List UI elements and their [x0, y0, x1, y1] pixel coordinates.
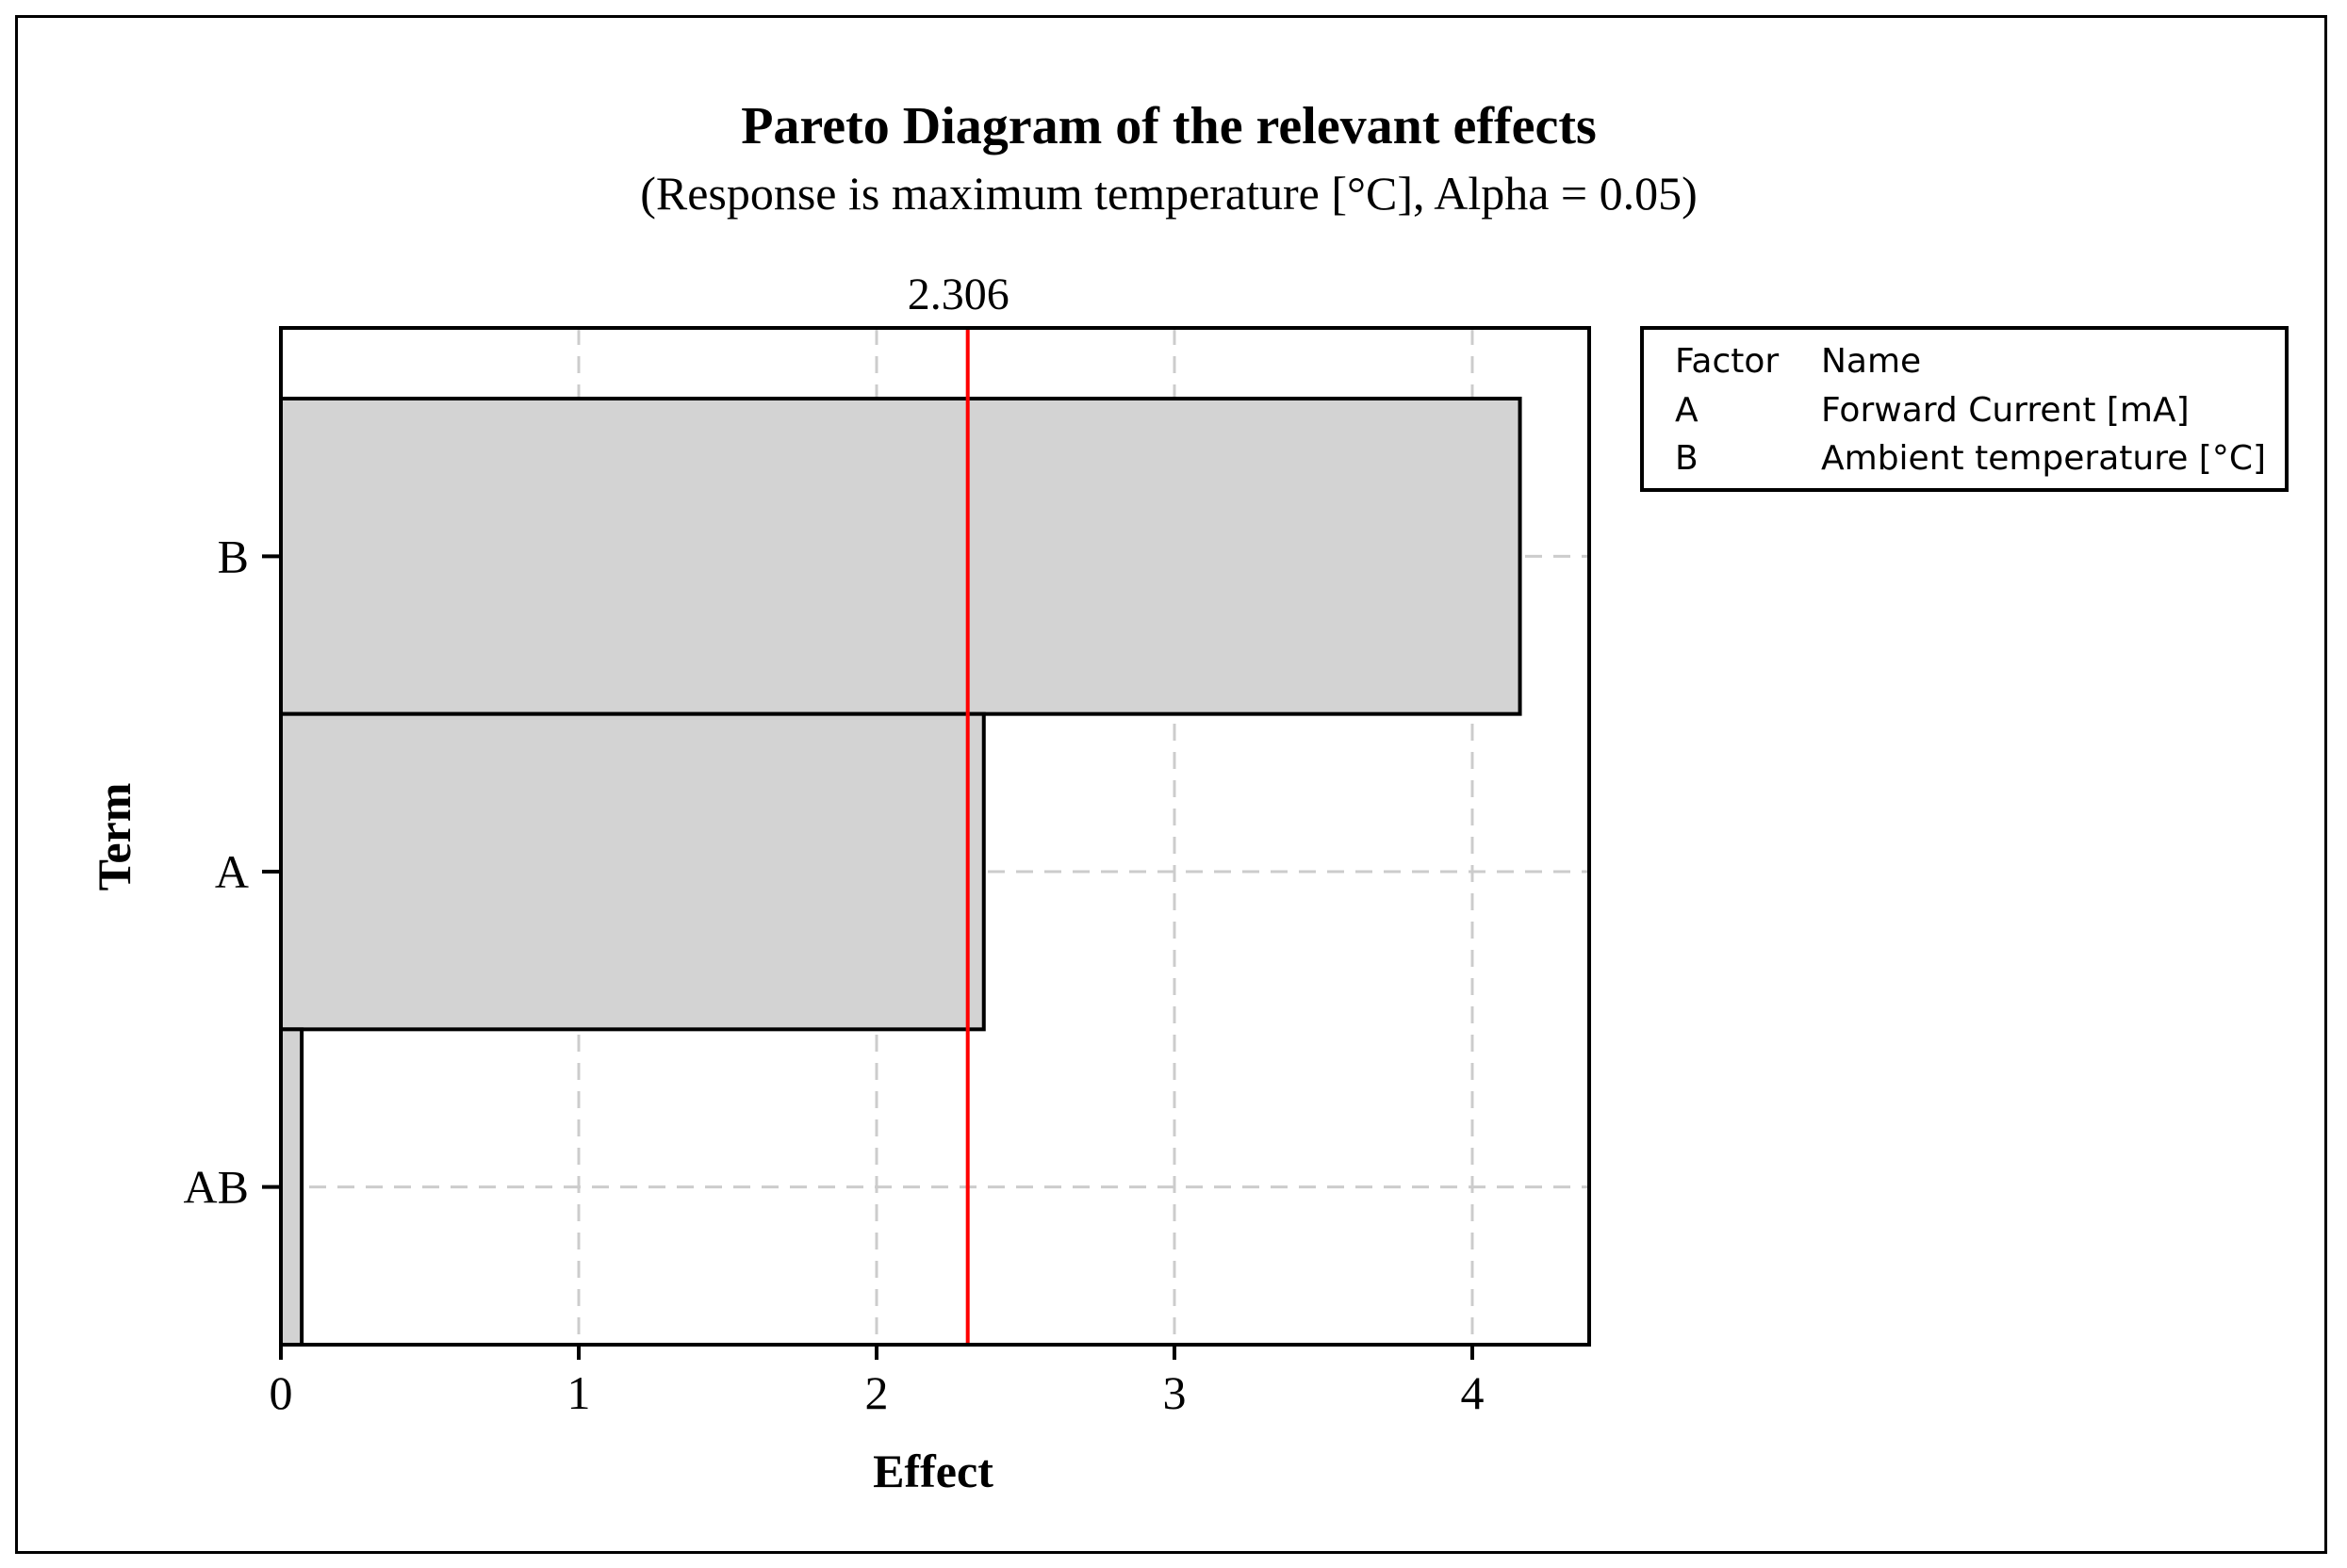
- y-tick-label: AB: [184, 1161, 249, 1214]
- x-tick-label: 1: [567, 1366, 591, 1419]
- chart-title: Pareto Diagram of the relevant effects: [741, 97, 1597, 155]
- x-axis-label: Effect: [873, 1445, 993, 1497]
- legend-box: [1640, 326, 2289, 492]
- legend-name: Forward Current [mA]: [1821, 391, 2190, 430]
- legend: Factor Name A Forward Current [mA] B Ambient …: [1640, 326, 2289, 492]
- bar-ab: [279, 1027, 304, 1348]
- x-tick-label: 3: [1163, 1366, 1187, 1419]
- legend-factor: A: [1675, 391, 1699, 430]
- legend-factor: B: [1675, 439, 1699, 478]
- y-axis-label: Term: [88, 783, 140, 891]
- bar-a: [279, 711, 986, 1032]
- bar-b: [279, 397, 1522, 716]
- x-tick-label: 2: [865, 1366, 889, 1419]
- x-tick-label: 4: [1461, 1366, 1485, 1419]
- chart-subtitle: (Response is maximum temperature [°C], A…: [640, 167, 1698, 220]
- legend-header-name: Name: [1821, 342, 1921, 381]
- plot-border: [279, 326, 1591, 1347]
- y-tick-label: A: [215, 845, 249, 898]
- legend-header-factor: Factor: [1675, 342, 1779, 381]
- reference-line-label: 2.306: [908, 270, 1009, 319]
- x-tick-label: 0: [270, 1366, 293, 1419]
- plot-area: 0 1 2 3 4 B A AB: [184, 326, 1591, 1419]
- y-tick-label: B: [218, 530, 249, 582]
- legend-name: Ambient temperature [°C]: [1821, 439, 2266, 478]
